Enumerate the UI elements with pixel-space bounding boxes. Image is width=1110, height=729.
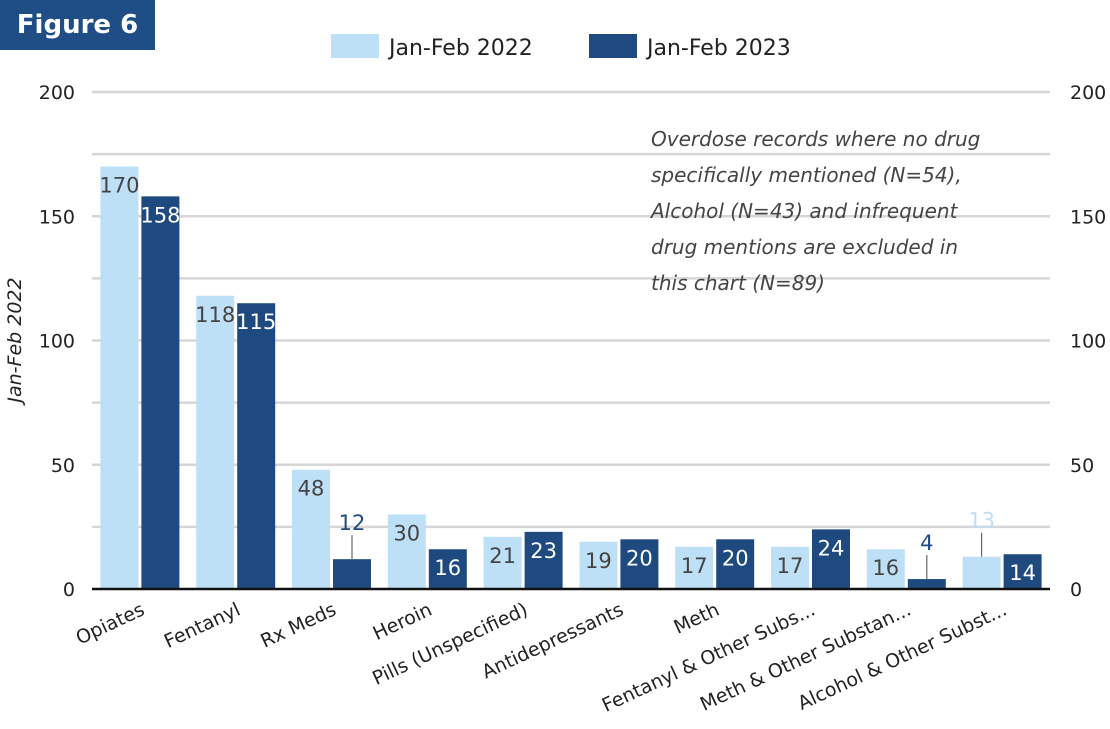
legend-swatch-2023 (589, 34, 637, 58)
x-tick-label: Rx Meds (257, 599, 339, 653)
gridlines (92, 90, 1050, 529)
bar-2022 (579, 541, 618, 589)
bar-2023 (812, 529, 850, 589)
bar-2022 (771, 546, 809, 589)
y-tick-label-left: 100 (39, 331, 75, 353)
bar-2023 (428, 549, 467, 589)
y-tick-label-left: 0 (63, 579, 75, 601)
x-tick-label: Opiates (73, 599, 148, 650)
data-label: 4 (920, 531, 933, 555)
data-label: 21 (489, 544, 516, 568)
data-label: 16 (872, 556, 899, 580)
bar-2022 (675, 546, 714, 589)
bars (100, 166, 1042, 590)
data-label: 17 (681, 554, 708, 578)
bar-2023 (524, 531, 563, 589)
y-tick-label-right: 150 (1070, 206, 1106, 228)
y-tick-label-left: 150 (39, 206, 75, 228)
data-label: 14 (1009, 561, 1036, 585)
bar-2023 (333, 559, 371, 589)
data-label: 19 (585, 549, 612, 573)
bar-2023 (141, 196, 180, 589)
y-tick-label-left: 200 (39, 82, 75, 104)
data-label: 158 (140, 203, 180, 227)
bar-2023 (620, 539, 659, 589)
data-label: 13 (968, 509, 995, 533)
bar-2022 (483, 536, 522, 589)
y-tick-label-right: 0 (1070, 579, 1082, 601)
data-label: 17 (777, 554, 804, 578)
data-label: 12 (339, 511, 366, 535)
legend-label-2023: Jan-Feb 2023 (645, 36, 791, 61)
bar-2022 (196, 295, 235, 589)
data-label: 118 (195, 303, 235, 327)
bar-2022 (387, 514, 426, 589)
data-label: 115 (236, 310, 276, 334)
y-axis-left: 0 50 100 150 200 (39, 82, 75, 601)
data-label: 16 (434, 556, 461, 580)
bar-2023 (907, 579, 946, 589)
bar-2022 (962, 556, 1001, 589)
data-label: 20 (722, 546, 749, 570)
bar-2023 (1003, 554, 1042, 589)
data-label: 24 (818, 536, 845, 560)
y-tick-label-right: 100 (1070, 331, 1106, 353)
chart-note: Overdose records where no drug specifica… (649, 127, 980, 295)
x-tick-label: Meth (670, 599, 722, 639)
bar-2022 (292, 469, 330, 589)
bar-2023 (716, 539, 755, 589)
data-label: 23 (530, 539, 557, 563)
data-label: 20 (626, 546, 653, 570)
figure-label: Figure 6 (0, 0, 155, 50)
note-line: Alcohol (N=43) and infrequent (649, 199, 959, 223)
bar-2022 (100, 166, 139, 590)
note-line: specifically mentioned (N=54), (651, 163, 962, 187)
note-line: drug mentions are excluded in (651, 235, 958, 259)
bar-2022 (866, 549, 905, 589)
note-line: this chart (N=89) (651, 271, 825, 295)
x-tick-label: Pills (Unspecified) (369, 599, 531, 690)
x-tick-label: Fentanyl (161, 599, 244, 653)
legend: Jan-Feb 2022 Jan-Feb 2023 (331, 34, 791, 61)
y-axis-label: Jan-Feb 2022 (4, 277, 26, 406)
data-label: 170 (99, 174, 139, 198)
y-axis-right: 0 50 100 150 200 (1070, 82, 1106, 601)
y-tick-label-left: 50 (51, 455, 75, 477)
x-tick-label: Heroin (370, 599, 436, 645)
bar-2023 (237, 303, 276, 589)
note-line: Overdose records where no drug (651, 127, 980, 151)
y-tick-label-right: 50 (1070, 455, 1094, 477)
legend-swatch-2022 (331, 34, 379, 58)
data-label: 48 (298, 477, 325, 501)
y-tick-label-right: 200 (1070, 82, 1106, 104)
data-label: 30 (393, 521, 420, 545)
legend-label-2022: Jan-Feb 2022 (387, 36, 533, 61)
